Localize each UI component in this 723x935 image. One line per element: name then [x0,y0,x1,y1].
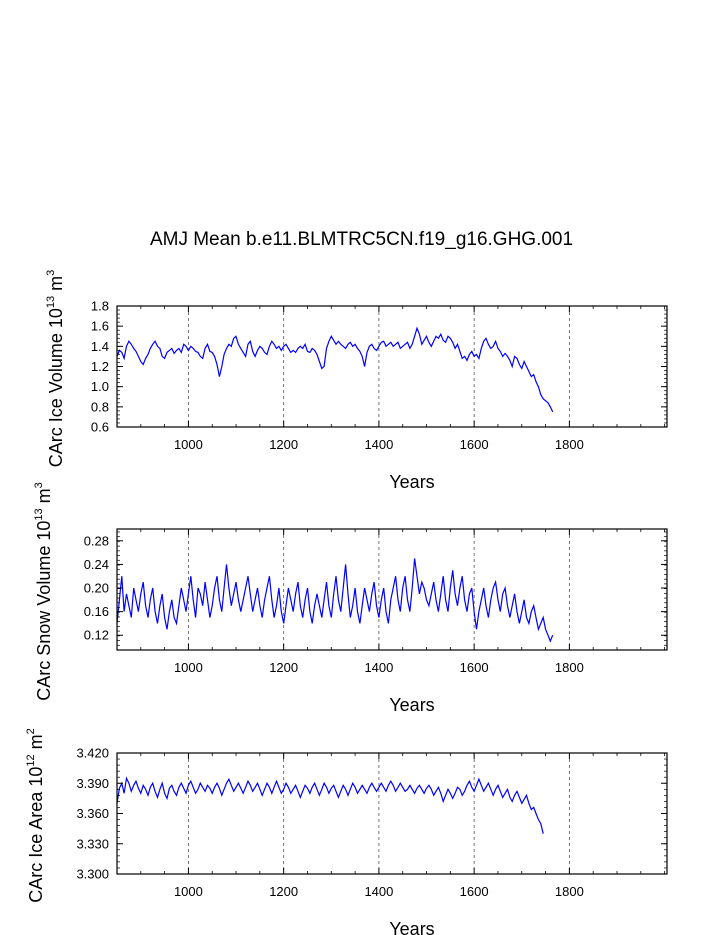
panel-3-x-tick-label-3: 1600 [460,884,489,899]
panel-3-x-tick-label-0: 1000 [174,884,203,899]
panel-3-plot-frame [116,752,668,875]
panel-2-y-tick-label-4: 0.28 [84,533,109,548]
panel-3-x-tick-label-2: 1400 [364,884,393,899]
panel-1-x-tick-label-2: 1400 [364,437,393,452]
panel-1-y-tick-label-0: 0.6 [91,420,109,435]
panel-1-y-tick-label-1: 0.8 [91,399,109,414]
panel-3-y-tick-label-4: 3.420 [76,746,109,761]
panel-1-x-axis-title: Years [389,472,434,492]
panel-2-plot-frame [116,528,668,651]
panel-2-y-tick-label-2: 0.20 [84,581,109,596]
panel-2-x-axis-title: Years [389,695,434,715]
panel-1-x-tick-label-4: 1800 [555,437,584,452]
panel-2-x-tick-label-3: 1600 [460,660,489,675]
panel-1-series-line [116,326,554,413]
panel-1-y-tick-label-6: 1.8 [91,299,109,314]
panel-3-y-tick-label-0: 3.300 [76,867,109,882]
panel-1-x-tick-label-1: 1200 [269,437,298,452]
panel-3-x-axis-title: Years [389,919,434,935]
panel-3-x-tick-label-1: 1200 [269,884,298,899]
panel-2-y-tick-label-1: 0.16 [84,604,109,619]
panel-1-x-tick-label-0: 1000 [174,437,203,452]
panel-1-plot-frame [116,305,668,428]
panel-2-x-tick-label-1: 1200 [269,660,298,675]
panel-2-x-tick-label-4: 1800 [555,660,584,675]
panel-3-y-tick-label-1: 3.330 [76,836,109,851]
panel-2-y-tick-label-0: 0.12 [84,628,109,643]
chart-title: AMJ Mean b.e11.BLMTRC5CN.f19_g16.GHG.001 [149,229,574,250]
panel-1-x-tick-label-3: 1600 [460,437,489,452]
panel-3-y-tick-label-2: 3.360 [76,806,109,821]
panel-3-series-line [116,776,544,834]
panel-2-x-tick-label-0: 1000 [174,660,203,675]
panel-1-y-axis-title: CArc Ice Volume 1013 m3 [45,270,66,467]
panel-3-y-tick-label-3: 3.390 [76,776,109,791]
panel-1-y-tick-label-4: 1.4 [91,339,109,354]
panel-2-y-tick-label-3: 0.24 [84,557,109,572]
panel-3-y-axis-title: CArc Ice Area 1012 m2 [25,728,46,902]
panel-1-y-tick-label-3: 1.2 [91,359,109,374]
panel-2-x-tick-label-2: 1400 [364,660,393,675]
panel-2-series-line [116,558,554,643]
panel-1-y-tick-label-5: 1.6 [91,319,109,334]
panel-1-y-tick-label-2: 1.0 [91,379,109,394]
panel-3-x-tick-label-4: 1800 [555,884,584,899]
panel-2-y-axis-title: CArc Snow Volume 1013 m3 [33,482,54,700]
